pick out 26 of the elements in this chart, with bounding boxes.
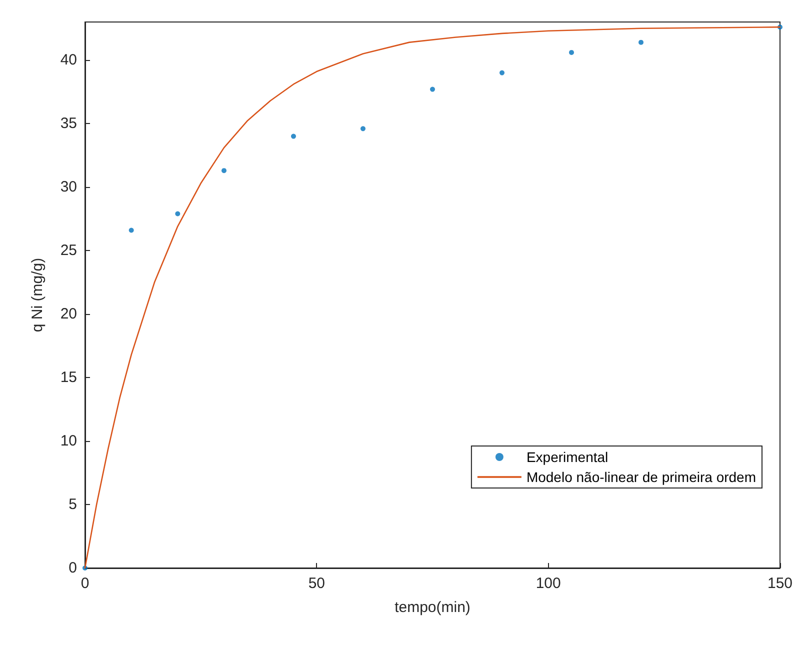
x-tick-label: 50	[308, 575, 326, 592]
x-tick-label: 150	[767, 575, 793, 592]
x-tick-label: 0	[80, 575, 90, 592]
point	[500, 70, 504, 76]
y-tick-label: 10	[60, 432, 77, 450]
y-axis-title: q Ni (mg/g)	[29, 258, 46, 332]
x-axis-title: tempo(min)	[394, 599, 470, 616]
y-tick-label: 0	[68, 560, 77, 576]
point	[222, 168, 226, 174]
point	[430, 86, 435, 92]
y-tick-label: 5	[68, 496, 77, 514]
y-tick-label: 25	[60, 242, 77, 260]
point	[569, 50, 574, 55]
point	[128, 228, 134, 233]
point	[360, 126, 366, 132]
y-tick-label: 20	[60, 306, 77, 323]
point	[175, 211, 180, 216]
legend-label: Modelo não-linear de primeira ordem	[526, 469, 756, 485]
y-tick-label: 35	[60, 115, 77, 132]
point	[638, 40, 644, 45]
point	[291, 134, 296, 139]
x-tick-label: 100	[536, 575, 561, 592]
y-tick-label: 40	[60, 52, 77, 69]
legend-label: Experimental	[526, 449, 608, 465]
y-tick-label: 30	[60, 178, 77, 196]
y-tick-label: 15	[60, 369, 77, 386]
